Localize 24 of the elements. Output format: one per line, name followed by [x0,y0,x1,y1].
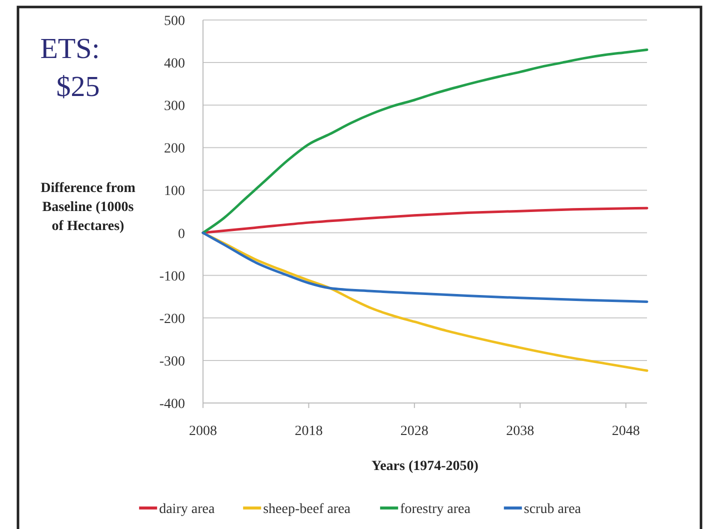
line-series [202,232,648,303]
legend-label: sheep-beef area [263,502,352,517]
y-tick-label: 0 [178,226,185,242]
y-tick-label: 400 [164,56,185,72]
x-tick-label: 2048 [612,424,640,439]
y-tick-label: 100 [164,184,185,200]
line-series [202,48,648,234]
text: ETS: $25 [40,33,100,103]
y-axis-title: Difference from Baseline (1000s of Hectares) [40,181,136,234]
y-tick-label: -300 [159,354,185,370]
y-tick-label: -400 [159,397,185,412]
y-tick-label: 200 [164,142,185,157]
y-tick-label: -200 [159,312,185,327]
x-tick-label: 2008 [189,424,217,439]
legend-label: forestry area [400,502,472,517]
x-tick-label: 2038 [506,424,534,439]
legend-label: scrub area [524,502,582,517]
y-tick-label: -100 [159,269,185,284]
y-tick-label: 300 [164,99,185,114]
x-tick-label: 2028 [400,424,428,439]
x-axis-title: Years (1974-2050) [372,459,479,474]
y-tick-label: 500 [164,14,185,29]
legend-label: dairy area [159,502,216,517]
x-tick-label: 2018 [294,424,323,439]
